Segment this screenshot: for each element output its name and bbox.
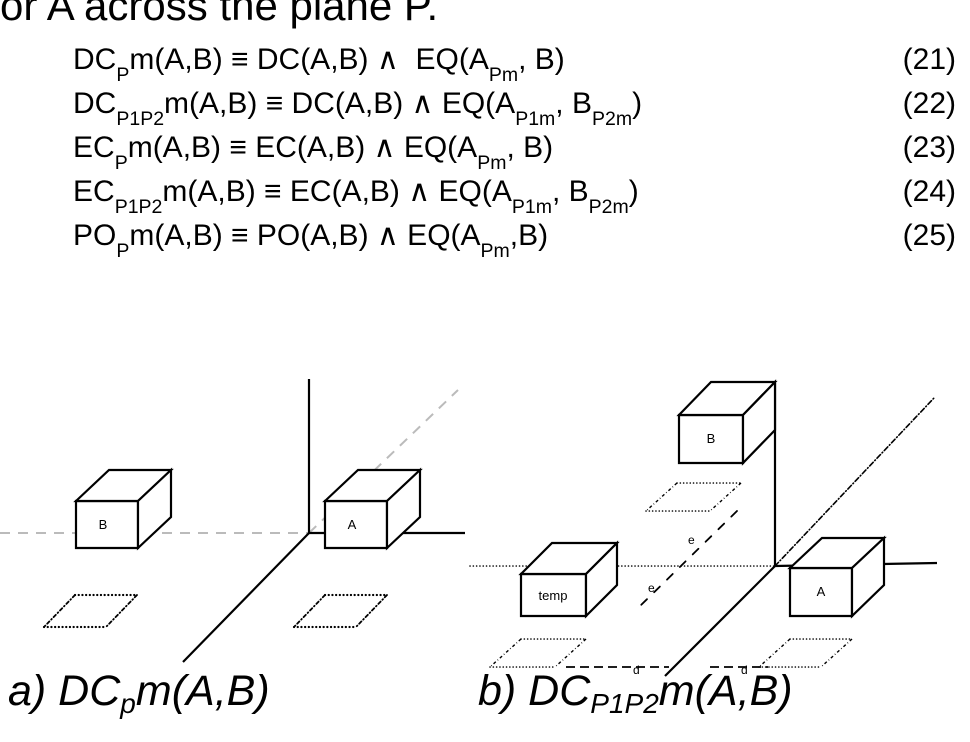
svg-text:A: A: [817, 584, 826, 599]
svg-text:e: e: [688, 533, 695, 547]
svg-text:d: d: [633, 663, 640, 677]
svg-text:temp: temp: [539, 588, 568, 603]
svg-text:B: B: [99, 517, 108, 532]
svg-text:e: e: [648, 581, 655, 595]
svg-text:a) DCpm(A,B): a) DCpm(A,B): [8, 667, 270, 719]
svg-text:A: A: [348, 517, 357, 532]
svg-text:B: B: [707, 431, 716, 446]
